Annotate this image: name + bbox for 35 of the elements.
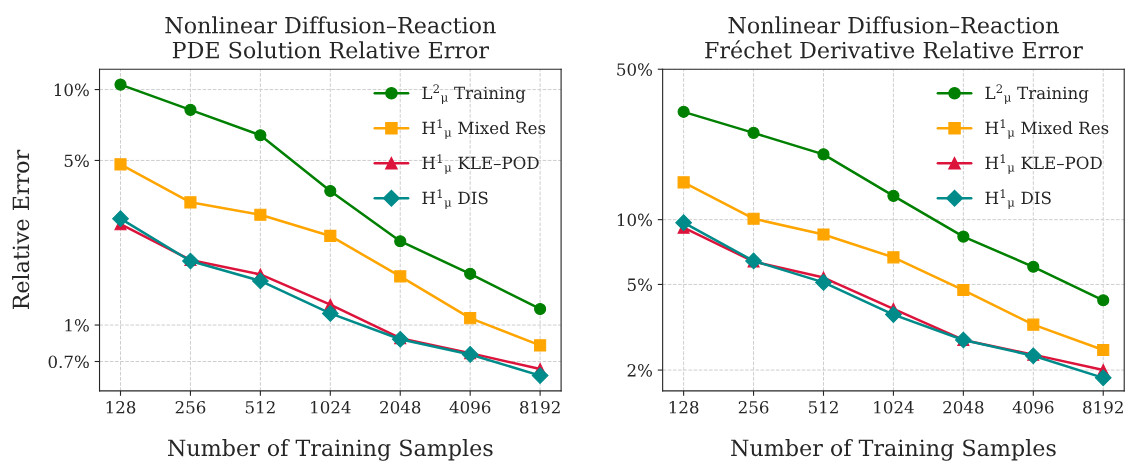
- y-tick-label: 50%: [617, 63, 652, 76]
- y-tick-label: 1%: [65, 319, 89, 332]
- y-tick-label: 2%: [627, 364, 652, 377]
- y-tick-label: 5%: [64, 154, 89, 168]
- chart-title: Nonlinear Diffusion–Reaction Fréchet Derivative Relative Error: [705, 16, 1083, 59]
- y-tick-label: 0.7%: [48, 355, 89, 369]
- y-tick-label: 10%: [617, 213, 652, 227]
- x-tick-label: 8192: [520, 400, 560, 414]
- x-tick-label: 256: [738, 400, 769, 414]
- legend-label: L$^{2}$$_{μ}$ Training: [422, 84, 526, 104]
- x-tick-label: 8192: [1083, 400, 1123, 414]
- legend-label: H$^{1}$$_{μ}$ KLE–POD: [422, 154, 539, 174]
- x-axis-title: Number of Training Samples: [731, 439, 1056, 461]
- x-tick-label: 256: [175, 400, 206, 414]
- legend-label: H$^{1}$$_{μ}$ DIS: [422, 189, 488, 209]
- legend-label: H$^{1}$$_{μ}$ KLE–POD: [985, 154, 1102, 174]
- chart-title: Nonlinear Diffusion–Reaction PDE Solution Relative Error: [165, 16, 496, 59]
- legend-label: H$^{1}$$_{μ}$ Mixed Res: [985, 119, 1109, 139]
- x-tick-label: 4096: [449, 400, 491, 414]
- x-tick-label: 1024: [874, 400, 914, 414]
- x-tick-label: 512: [809, 400, 838, 414]
- legend-label: L$^{2}$$_{μ}$ Training: [985, 84, 1089, 104]
- x-tick-label: 2048: [943, 400, 984, 414]
- x-tick-label: 128: [669, 400, 699, 414]
- legend-label: H$^{1}$$_{μ}$ DIS: [985, 189, 1051, 209]
- x-tick-label: 2048: [380, 400, 421, 414]
- y-tick-label: 10%: [54, 83, 89, 97]
- y-axis-title: Relative Error: [12, 149, 30, 310]
- x-tick-label: 1024: [311, 400, 351, 414]
- x-tick-label: 4096: [1012, 400, 1054, 414]
- x-tick-label: 128: [106, 400, 136, 414]
- legend-label: H$^{1}$$_{μ}$ Mixed Res: [422, 119, 546, 139]
- y-tick-label: 5%: [627, 278, 652, 292]
- x-axis-title: Number of Training Samples: [167, 439, 493, 461]
- x-tick-label: 512: [245, 400, 275, 414]
